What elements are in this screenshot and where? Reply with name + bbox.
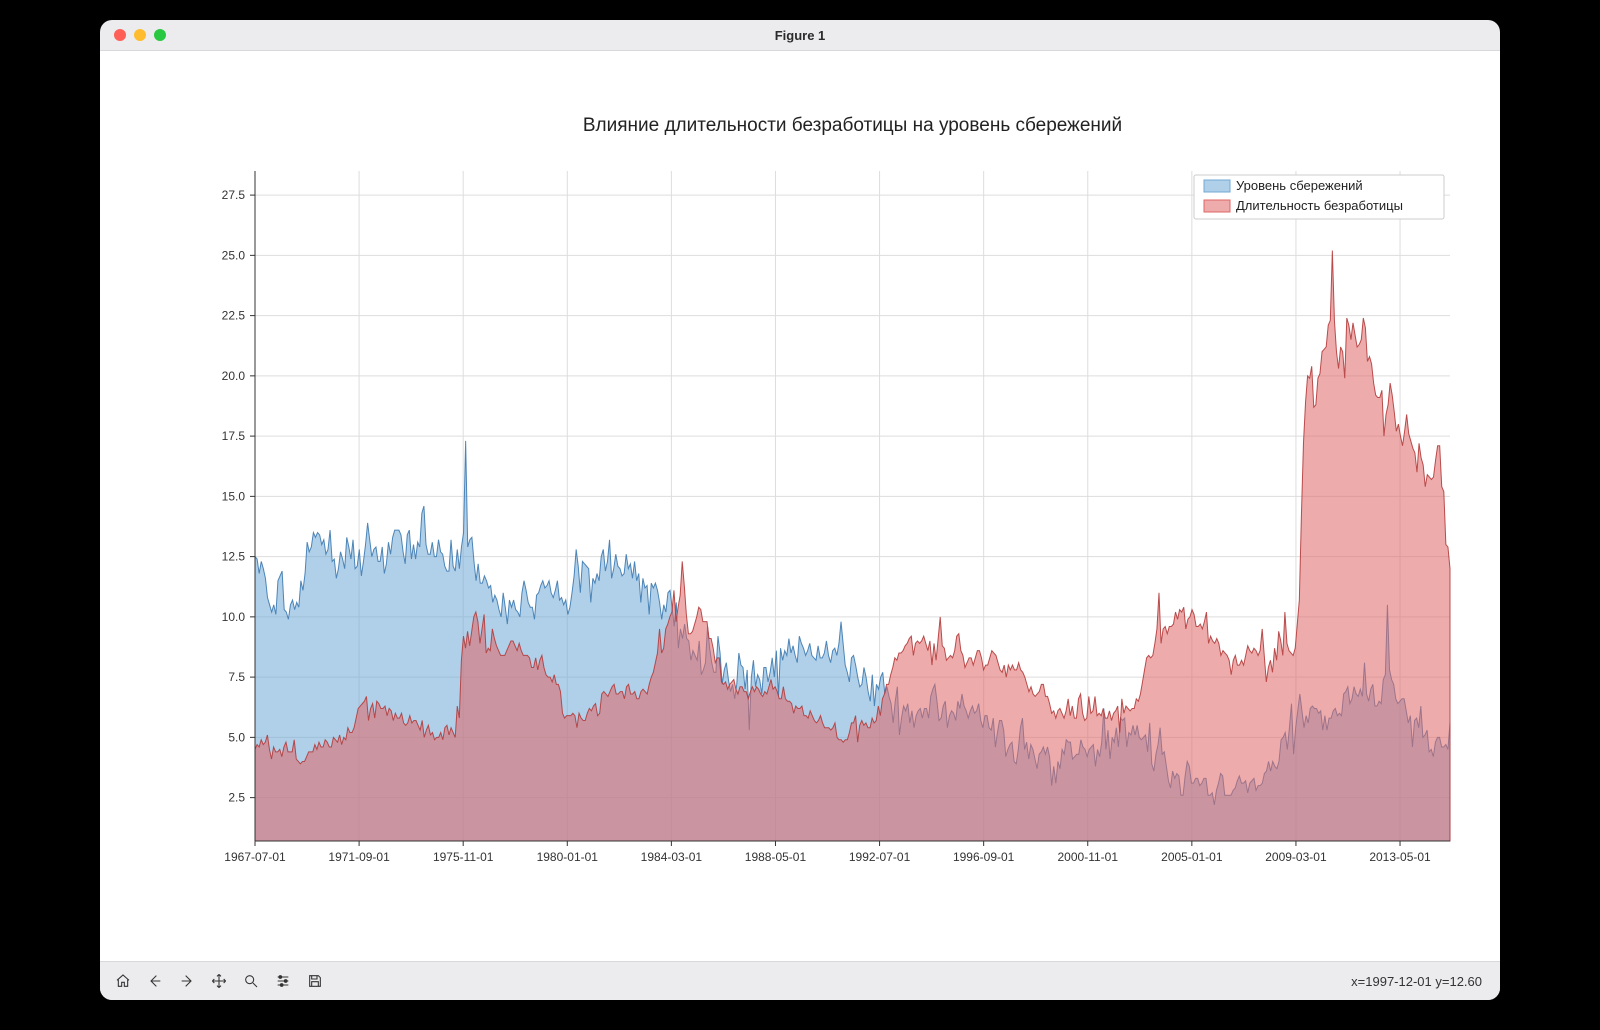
cursor-coordinates: x=1997-12-01 y=12.60 <box>1351 974 1492 989</box>
x-tick-label: 2000-11-01 <box>1058 850 1119 864</box>
y-tick-label: 5.0 <box>228 730 245 744</box>
save-icon <box>307 971 323 991</box>
titlebar: Figure 1 <box>100 20 1500 51</box>
x-tick-label: 2009-03-01 <box>1265 850 1327 864</box>
y-tick-label: 2.5 <box>228 791 245 805</box>
zoom-icon <box>243 971 259 991</box>
y-tick-label: 7.5 <box>228 670 245 684</box>
legend-swatch <box>1204 180 1230 192</box>
forward-button[interactable] <box>172 966 202 996</box>
move-icon <box>211 971 227 991</box>
y-tick-label: 22.5 <box>222 309 246 323</box>
y-tick-label: 20.0 <box>222 369 246 383</box>
y-tick-label: 15.0 <box>222 489 246 503</box>
x-tick-label: 2005-01-01 <box>1161 850 1223 864</box>
x-tick-label: 1971-09-01 <box>328 850 390 864</box>
x-tick-label: 2013-05-01 <box>1369 850 1431 864</box>
sliders-icon <box>275 971 291 991</box>
legend-label: Длительность безработицы <box>1236 198 1403 213</box>
plot-canvas[interactable]: Влияние длительности безработицы на уров… <box>100 51 1500 961</box>
configure-button[interactable] <box>268 966 298 996</box>
arrow-left-icon <box>147 971 163 991</box>
x-tick-label: 1992-07-01 <box>849 850 911 864</box>
home-icon <box>115 971 131 991</box>
x-tick-label: 1988-05-01 <box>745 850 807 864</box>
zoom-button[interactable] <box>236 966 266 996</box>
y-tick-label: 10.0 <box>222 610 246 624</box>
y-tick-label: 17.5 <box>222 429 246 443</box>
back-button[interactable] <box>140 966 170 996</box>
figure-window: Figure 1 Влияние длительности безработиц… <box>100 20 1500 1000</box>
window-title: Figure 1 <box>100 28 1500 43</box>
toolbar: x=1997-12-01 y=12.60 <box>100 961 1500 1000</box>
legend-swatch <box>1204 200 1230 212</box>
x-tick-label: 1967-07-01 <box>224 850 286 864</box>
x-tick-label: 1980-01-01 <box>537 850 599 864</box>
chart-svg: Влияние длительности безработицы на уров… <box>100 51 1500 961</box>
pan-button[interactable] <box>204 966 234 996</box>
arrow-right-icon <box>179 971 195 991</box>
x-tick-label: 1996-09-01 <box>953 850 1015 864</box>
x-tick-label: 1984-03-01 <box>641 850 703 864</box>
home-button[interactable] <box>108 966 138 996</box>
save-button[interactable] <box>300 966 330 996</box>
y-tick-label: 27.5 <box>222 188 246 202</box>
y-tick-label: 25.0 <box>222 248 246 262</box>
y-tick-label: 12.5 <box>222 550 246 564</box>
legend-label: Уровень сбережений <box>1236 178 1363 193</box>
chart-title: Влияние длительности безработицы на уров… <box>583 115 1122 136</box>
x-tick-label: 1975-11-01 <box>433 850 494 864</box>
series-unemployment <box>255 251 1450 841</box>
